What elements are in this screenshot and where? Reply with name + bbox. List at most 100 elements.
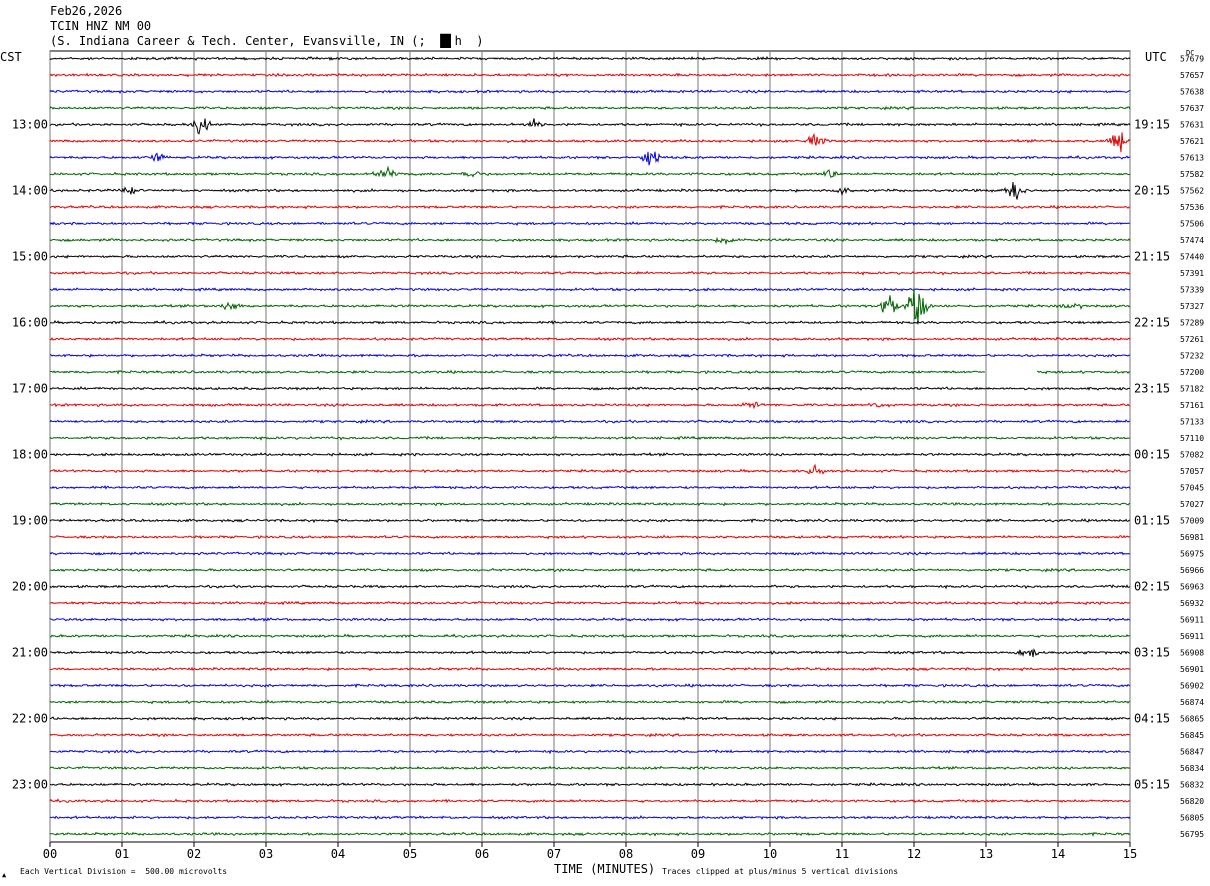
seismic-trace bbox=[49, 666, 1131, 672]
seismic-trace bbox=[49, 105, 1131, 111]
seismic-trace bbox=[49, 386, 1131, 391]
plot-grid bbox=[49, 50, 1131, 847]
seismic-trace bbox=[49, 617, 1131, 622]
seismic-trace bbox=[49, 270, 1131, 276]
x-tick-label: 10 bbox=[763, 847, 777, 861]
seismic-trace bbox=[49, 781, 1131, 787]
location-label: (S. Indiana Career & Tech. Center, Evans… bbox=[50, 34, 484, 48]
cst-hour-label: 20:00 bbox=[12, 580, 48, 594]
dc-offset-label: 57613 bbox=[1180, 154, 1204, 163]
dc-offset-label: 56847 bbox=[1180, 748, 1204, 757]
x-tick-label: 09 bbox=[691, 847, 705, 861]
seismic-trace bbox=[49, 452, 1131, 457]
seismic-trace bbox=[49, 814, 1131, 820]
dc-offset-label: 57289 bbox=[1180, 319, 1204, 328]
cst-zone-label: CST bbox=[0, 50, 22, 64]
dc-offset-label: 57009 bbox=[1180, 517, 1204, 526]
seismic-trace bbox=[49, 287, 1131, 325]
dc-offset-label: 57182 bbox=[1180, 385, 1204, 394]
dc-offset-label: 57506 bbox=[1180, 220, 1204, 229]
seismic-trace bbox=[49, 699, 1131, 705]
dc-offset-label: 56966 bbox=[1180, 566, 1204, 575]
dc-offset-label: 57562 bbox=[1180, 187, 1204, 196]
cst-hour-label: 17:00 bbox=[12, 382, 48, 396]
cst-hour-label: 18:00 bbox=[12, 448, 48, 462]
seismic-trace bbox=[49, 369, 986, 375]
x-tick-label: 14 bbox=[1051, 847, 1065, 861]
seismic-trace bbox=[49, 287, 1131, 292]
seismic-trace bbox=[49, 633, 1131, 639]
dc-offset-label: 56902 bbox=[1180, 682, 1204, 691]
seismic-trace bbox=[49, 151, 1131, 166]
cst-hour-label: 23:00 bbox=[12, 778, 48, 792]
seismic-trace bbox=[49, 89, 1131, 94]
seismic-trace bbox=[49, 749, 1130, 755]
x-tick-label: 00 bbox=[43, 847, 57, 861]
utc-hour-label: 01:15 bbox=[1134, 514, 1170, 528]
dc-offset-label: 56832 bbox=[1180, 781, 1204, 790]
seismic-trace bbox=[49, 254, 1131, 260]
seismic-trace bbox=[49, 716, 1131, 721]
dc-offset-label: 56805 bbox=[1180, 814, 1204, 823]
utc-zone-label: UTC bbox=[1145, 50, 1167, 64]
seismic-trace bbox=[49, 56, 1131, 61]
seismic-trace bbox=[49, 336, 1131, 342]
x-tick-label: 06 bbox=[475, 847, 489, 861]
utc-hour-label: 00:15 bbox=[1134, 448, 1170, 462]
seismic-trace bbox=[49, 683, 1131, 689]
clip-note: Traces clipped at plus/minus 5 vertical … bbox=[662, 867, 899, 876]
cst-hour-label: 22:00 bbox=[12, 712, 48, 726]
dc-offset-label: 57232 bbox=[1180, 352, 1204, 361]
seismic-trace bbox=[50, 485, 1131, 490]
seismic-trace bbox=[50, 600, 1131, 606]
cst-hour-label: 16:00 bbox=[12, 316, 48, 330]
seismic-trace bbox=[49, 401, 1131, 410]
x-tick-label: 02 bbox=[187, 847, 201, 861]
dc-offset-label: 56932 bbox=[1180, 599, 1204, 608]
utc-hour-label: 21:15 bbox=[1134, 250, 1170, 264]
x-tick-label: 03 bbox=[259, 847, 273, 861]
seismic-trace bbox=[49, 72, 1131, 78]
plot-frame bbox=[49, 50, 1131, 843]
seismic-trace bbox=[49, 567, 1130, 573]
dc-offset-label: 57679 bbox=[1180, 55, 1204, 64]
seismic-trace bbox=[49, 463, 1130, 475]
dc-offset-label: 57027 bbox=[1180, 500, 1204, 509]
station-label: TCIN HNZ NM 00 bbox=[50, 19, 152, 33]
seismic-trace bbox=[50, 181, 1131, 200]
dc-offset-label: 57582 bbox=[1180, 170, 1204, 179]
date-label: Feb26,2026 bbox=[50, 4, 123, 18]
x-tick-label: 13 bbox=[979, 847, 993, 861]
dc-offset-label: 56975 bbox=[1180, 550, 1204, 559]
cst-hour-label: 13:00 bbox=[12, 118, 48, 132]
cst-hour-label: 15:00 bbox=[12, 250, 48, 264]
seismic-trace bbox=[49, 419, 1131, 425]
utc-hour-label: 03:15 bbox=[1134, 646, 1170, 660]
seismic-trace bbox=[49, 221, 1131, 226]
dc-offset-label: 56795 bbox=[1180, 830, 1204, 839]
label-group: 00 01 02 03 04 05 06 07 08 09 10 11 12 13 14 15 57679 576… bbox=[12, 55, 1204, 862]
dc-offset-label: 57638 bbox=[1180, 88, 1204, 97]
dc-offset-label: 56820 bbox=[1180, 797, 1204, 806]
utc-hour-label: 05:15 bbox=[1134, 778, 1170, 792]
utc-hour-label: 19:15 bbox=[1134, 118, 1170, 132]
utc-hour-label: 23:15 bbox=[1134, 382, 1170, 396]
dc-offset-label: 57261 bbox=[1180, 335, 1204, 344]
seismic-trace bbox=[49, 165, 1131, 178]
seismic-trace bbox=[49, 647, 1131, 658]
x-axis-title: TIME (MINUTES) bbox=[554, 862, 656, 876]
dc-offset-label: 56911 bbox=[1180, 616, 1204, 625]
seismic-trace bbox=[49, 534, 1131, 540]
seismic-trace bbox=[1036, 369, 1131, 375]
dc-offset-label: 57536 bbox=[1180, 203, 1204, 212]
dc-offset-label: 56963 bbox=[1180, 583, 1204, 592]
dc-offset-label: 57621 bbox=[1180, 137, 1204, 146]
dc-offset-label: 56834 bbox=[1180, 764, 1204, 773]
seismic-trace bbox=[49, 132, 1131, 153]
cst-hour-label: 19:00 bbox=[12, 514, 48, 528]
utc-hour-label: 04:15 bbox=[1134, 712, 1170, 726]
seismic-trace bbox=[49, 518, 1131, 524]
seismic-trace bbox=[50, 319, 1131, 325]
seismic-trace bbox=[49, 118, 1131, 135]
dc-offset-label: 56981 bbox=[1180, 533, 1204, 542]
